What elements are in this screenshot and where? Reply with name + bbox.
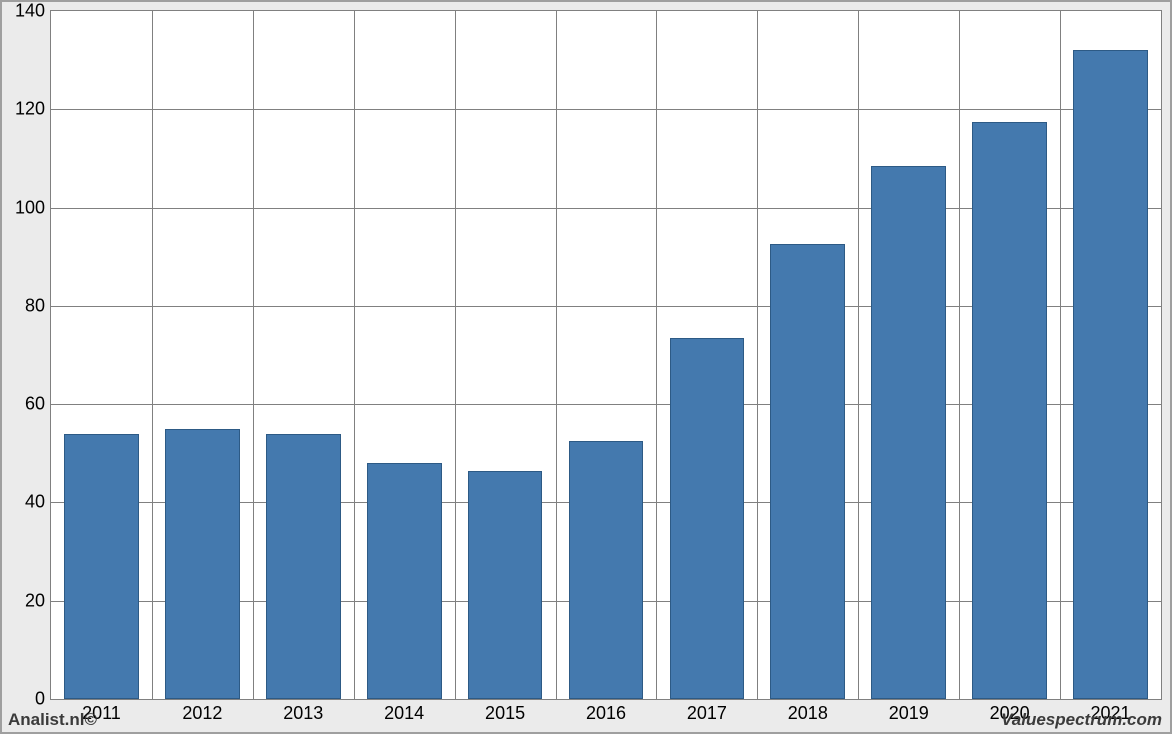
chart-outer-frame: 0204060801001201402011201220132014201520… — [0, 0, 1172, 734]
gridline-vertical — [354, 11, 355, 699]
bar — [266, 434, 341, 699]
y-axis-tick-label: 60 — [25, 394, 51, 415]
x-axis-tick-label: 2016 — [586, 699, 626, 724]
y-axis-tick-label: 0 — [35, 689, 51, 710]
gridline-vertical — [152, 11, 153, 699]
gridline-horizontal — [51, 109, 1161, 110]
bar — [64, 434, 139, 699]
bar — [871, 166, 946, 699]
bar — [165, 429, 240, 699]
footer-left-credit: Analist.nl© — [8, 710, 97, 730]
y-axis-tick-label: 80 — [25, 295, 51, 316]
x-axis-tick-label: 2018 — [788, 699, 828, 724]
y-axis-tick-label: 100 — [15, 197, 51, 218]
gridline-vertical — [858, 11, 859, 699]
bar — [670, 338, 745, 699]
chart-plot-area: 0204060801001201402011201220132014201520… — [50, 10, 1162, 700]
x-axis-tick-label: 2017 — [687, 699, 727, 724]
x-axis-tick-label: 2013 — [283, 699, 323, 724]
y-axis-tick-label: 20 — [25, 590, 51, 611]
y-axis-tick-label: 120 — [15, 99, 51, 120]
gridline-vertical — [959, 11, 960, 699]
bar — [569, 441, 644, 699]
bar — [1073, 50, 1148, 699]
y-axis-tick-label: 140 — [15, 1, 51, 22]
gridline-vertical — [556, 11, 557, 699]
x-axis-tick-label: 2015 — [485, 699, 525, 724]
x-axis-tick-label: 2014 — [384, 699, 424, 724]
bar — [770, 244, 845, 699]
gridline-vertical — [455, 11, 456, 699]
bar — [367, 463, 442, 699]
gridline-vertical — [253, 11, 254, 699]
gridline-vertical — [656, 11, 657, 699]
x-axis-tick-label: 2012 — [182, 699, 222, 724]
footer-right-credit: Valuespectrum.com — [1001, 710, 1162, 730]
bar — [468, 471, 543, 700]
y-axis-tick-label: 40 — [25, 492, 51, 513]
gridline-vertical — [1060, 11, 1061, 699]
gridline-vertical — [757, 11, 758, 699]
bar — [972, 122, 1047, 699]
x-axis-tick-label: 2019 — [889, 699, 929, 724]
